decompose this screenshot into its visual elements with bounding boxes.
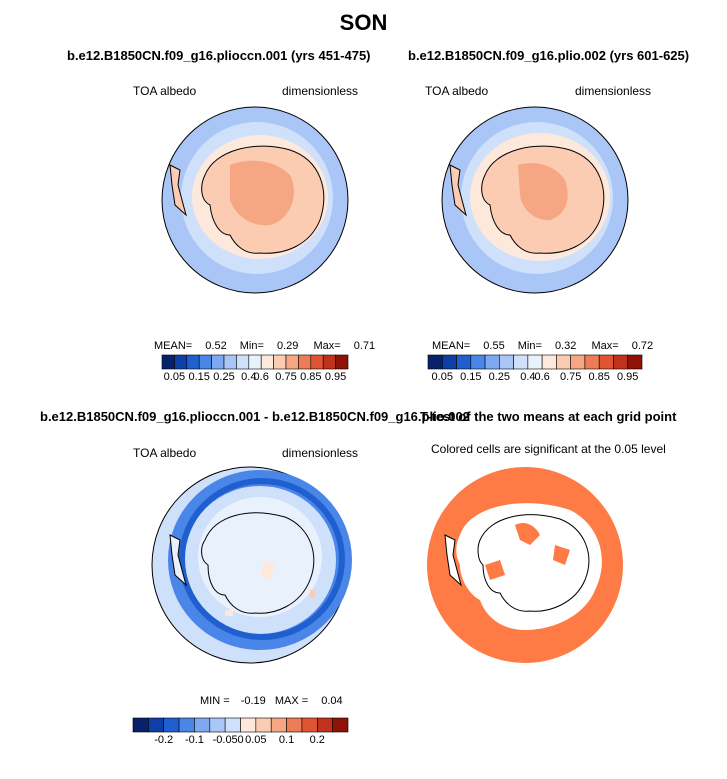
colorbar-swatch <box>285 354 299 370</box>
colorbar-tick-label: 0.85 <box>300 371 322 383</box>
colorbar-swatch <box>240 717 257 733</box>
colorbar-tick-label: 0.25 <box>488 371 511 383</box>
colorbar-tick-label: -0.1 <box>184 734 204 746</box>
colorbar-swatch <box>224 717 241 733</box>
ttest-map-br <box>427 467 623 663</box>
colorbar-swatch <box>178 717 195 733</box>
panel-header-br: T-test of the two means at each grid poi… <box>420 409 677 424</box>
variable-label-tr: TOA albedo <box>425 84 489 98</box>
colorbar-swatch <box>322 354 336 370</box>
colorbar-swatch <box>255 717 272 733</box>
colorbar-swatch <box>335 354 349 370</box>
colorbar-swatch <box>332 717 349 733</box>
colorbar-tick-label: 0.05 <box>163 371 186 383</box>
colorbar-swatch <box>236 354 250 370</box>
colorbar-swatch <box>186 354 200 370</box>
panel-header-tl: b.e12.B1850CN.f09_g16.plioccn.001 (yrs 4… <box>67 48 371 63</box>
colorbar-swatch <box>174 354 188 370</box>
colorbar-tick-label: 0.6 <box>534 371 550 383</box>
colorbar-swatch <box>211 354 225 370</box>
colorbar-swatch <box>441 354 457 370</box>
colorbar-swatch <box>456 354 472 370</box>
colorbar-swatch <box>613 354 629 370</box>
colorbar-swatch <box>584 354 600 370</box>
variable-label-bl: TOA albedo <box>133 446 197 460</box>
colorbar-tick-label: -0.2 <box>154 734 174 746</box>
colorbar-swatch <box>427 354 443 370</box>
panel-header-bl: b.e12.B1850CN.f09_g16.plioccn.001 - b.e1… <box>40 409 470 424</box>
colorbar-tick-label: 0.95 <box>324 371 347 383</box>
colorbar-swatch <box>248 354 262 370</box>
colorbar-swatch <box>470 354 486 370</box>
colorbar-swatch <box>499 354 514 370</box>
colorbar-swatch <box>484 354 500 370</box>
colorbar-tick-label: 0.4 <box>241 371 257 383</box>
colorbar-tick-label: 0.25 <box>213 371 235 383</box>
page-title: SON <box>339 10 388 35</box>
colorbar-tick-label: 0.05 <box>245 734 267 746</box>
colorbar-swatch <box>316 717 333 733</box>
colorbar-tr <box>427 354 643 370</box>
colorbar-swatch <box>527 354 543 370</box>
colorbar-swatch <box>570 354 586 370</box>
colorbar-tick-label: 0.85 <box>588 371 610 383</box>
colorbar-bl <box>132 717 349 733</box>
colorbar-tick-label: 0.15 <box>188 371 210 383</box>
colorbar-swatch <box>273 354 287 370</box>
colorbar-swatch <box>148 717 165 733</box>
stats-bl: MIN = -0.19 MAX = 0.04 <box>200 695 343 707</box>
colorbar-swatch <box>223 354 237 370</box>
colorbar-tick-label: 0.05 <box>431 371 453 383</box>
panel-header-tr: b.e12.B1850CN.f09_g16.plio.002 (yrs 601-… <box>408 48 690 63</box>
albedo-map-tr <box>441 106 629 294</box>
colorbar-tick-label: 0 <box>237 734 244 746</box>
units-label-tr: dimensionless <box>575 84 652 98</box>
colorbar-swatch <box>198 354 212 370</box>
colorbar-tick-label: 0.6 <box>253 371 269 383</box>
colorbar-swatch <box>194 717 211 733</box>
colorbar-swatch <box>209 717 226 733</box>
colorbar-tick-label: 0.95 <box>617 371 639 383</box>
colorbar-tick-label: 0.4 <box>520 371 536 383</box>
colorbar-swatch <box>598 354 614 370</box>
variable-label-tl: TOA albedo <box>133 84 197 98</box>
units-label-bl: dimensionless <box>282 446 359 460</box>
stats-tl: MEAN= 0.52 Min= 0.29 Max= 0.71 <box>154 340 376 352</box>
colorbar-swatch <box>163 717 180 733</box>
colorbar-swatch <box>161 354 175 370</box>
significance-note-br: Colored cells are significant at the 0.0… <box>431 442 666 456</box>
colorbar-tick-label: 0.2 <box>309 734 325 746</box>
colorbar-swatch <box>286 717 303 733</box>
colorbar-swatch <box>298 354 312 370</box>
colorbar-swatch <box>260 354 274 370</box>
units-label-tl: dimensionless <box>282 84 359 98</box>
colorbar-swatch <box>627 354 643 370</box>
stats-tr: MEAN= 0.55 Min= 0.32 Max= 0.72 <box>432 340 654 352</box>
colorbar-swatch <box>513 354 529 370</box>
colorbar-swatch <box>556 354 571 370</box>
difference-map-bl <box>151 466 352 664</box>
albedo-map-tl <box>161 106 349 294</box>
colorbar-swatch <box>270 717 287 733</box>
colorbar-tick-label: 0.75 <box>559 371 582 383</box>
colorbar-swatch <box>541 354 557 370</box>
colorbar-tick-label: 0.15 <box>460 371 482 383</box>
colorbar-swatch <box>301 717 318 733</box>
colorbar-tick-label: -0.05 <box>212 734 238 746</box>
colorbar-tick-label: 0.75 <box>275 371 297 383</box>
colorbar-swatch <box>132 717 149 733</box>
colorbar-swatch <box>310 354 324 370</box>
colorbar-tick-label: 0.1 <box>278 734 295 746</box>
colorbar-tl <box>161 354 349 370</box>
